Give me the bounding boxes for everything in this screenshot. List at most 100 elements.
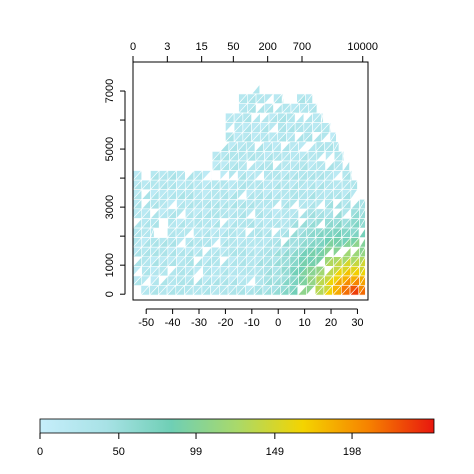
heatmap-cell-lower: [297, 208, 308, 219]
heatmap-cell-lower: [193, 255, 204, 267]
heatmap-cell-upper: [245, 208, 256, 220]
heatmap-cell-upper: [176, 208, 186, 220]
x-tick-label: 30: [351, 317, 363, 329]
heatmap-cell-lower: [280, 236, 291, 248]
heatmap-cell-lower: [303, 112, 313, 123]
x-axis: -50 -40 -30 -20 -10 0 10 20 30: [138, 308, 364, 329]
heatmap-cell-lower: [303, 131, 313, 143]
heatmap-cell-lower: [158, 275, 169, 286]
heatmap-cell-upper: [320, 131, 331, 143]
x-tick-label: -10: [244, 317, 260, 329]
y-axis: 0 1000 3000 5000 7000: [104, 79, 126, 297]
heatmap-cell-lower: [294, 131, 305, 143]
heatmap-cell-upper: [264, 93, 275, 105]
heatmap-cell-lower: [193, 246, 204, 258]
heatmap-cell-upper: [268, 122, 279, 134]
heatmap-cell-lower: [359, 236, 366, 248]
y-tick-label: 0: [104, 291, 116, 297]
heatmap-cell-upper: [341, 208, 352, 220]
heatmap-cell-lower: [342, 160, 350, 171]
heatmap-cell-lower: [141, 198, 151, 210]
heatmap-cell-upper: [306, 285, 316, 296]
heatmap-cell-lower: [272, 160, 283, 171]
heatmap-cell-lower: [324, 265, 334, 277]
heatmap-cell-lower: [294, 112, 305, 123]
x-tick-label: 0: [275, 317, 281, 329]
heatmap-cell-lower: [297, 217, 308, 229]
heatmap-cell-lower: [358, 227, 366, 238]
top-tick-label: 200: [258, 41, 276, 53]
heatmap-cell-upper: [219, 170, 230, 181]
x-tick-label: -40: [165, 317, 181, 329]
heatmap-cell-lower: [350, 246, 360, 258]
x-tick-label: 10: [299, 317, 311, 329]
x-tick-label: -30: [191, 317, 207, 329]
heatmap-cell-upper: [289, 198, 300, 210]
heatmap-cell-lower: [254, 141, 265, 152]
heatmap-cell-upper: [141, 275, 152, 287]
heatmap-cell-lower: [279, 227, 290, 238]
top-tick-label: 700: [293, 41, 311, 53]
heatmap-cell-upper: [184, 227, 195, 239]
x-tick-label: -50: [138, 317, 154, 329]
heatmap-cell-lower: [246, 160, 257, 171]
heatmap-cell-lower: [341, 246, 352, 258]
colorbar-tick-label: 0: [37, 446, 43, 458]
y-tick-label: 3000: [104, 195, 116, 219]
heatmap-cell-upper: [315, 198, 326, 210]
heatmap-cell-lower: [158, 265, 169, 277]
heatmap-cell-lower: [280, 141, 291, 152]
heatmap-cell-lower: [132, 217, 143, 229]
heatmap-cell-upper: [324, 246, 335, 258]
heatmap-cell-upper: [202, 170, 213, 181]
heatmap-cell-lower: [132, 255, 143, 267]
colorbar-tick-label: 149: [266, 446, 284, 458]
heatmap-cell-lower: [359, 217, 366, 229]
heatmap-cell-upper: [225, 122, 235, 134]
y-tick-label: 1000: [104, 253, 116, 277]
heatmap-cell-upper: [132, 266, 143, 277]
heatmap-cell-upper: [315, 218, 326, 229]
heatmap-cells: [132, 83, 366, 297]
heatmap-cell-lower: [332, 208, 343, 219]
heatmap-cell-lower: [193, 275, 204, 286]
top-tick-label: 50: [227, 41, 239, 53]
heatmap-cell-lower: [358, 284, 366, 296]
heatmap-cell-lower: [288, 227, 299, 238]
heatmap-cell-lower: [219, 217, 230, 229]
heatmap-cell-lower: [297, 284, 307, 296]
heatmap-cell-lower: [149, 208, 160, 219]
heatmap-cell-upper: [333, 170, 343, 181]
heatmap-cell-lower: [324, 160, 335, 171]
heatmap-cell-upper: [211, 237, 221, 248]
heatmap-cell-upper: [245, 275, 256, 287]
heatmap-cell-lower: [219, 141, 230, 152]
heatmap-cell-lower: [149, 217, 160, 229]
heatmap-cell-lower: [251, 83, 261, 95]
heatmap-cell-lower: [250, 112, 261, 123]
heatmap-cell-lower: [342, 151, 345, 162]
colorbar-tick-label: 99: [190, 446, 202, 458]
heatmap-cell-lower: [306, 141, 317, 152]
x-tick-label: 20: [325, 317, 337, 329]
heatmap-cell-upper: [237, 189, 247, 201]
colorbar-tick-label: 50: [113, 446, 125, 458]
heatmap-cell-lower: [332, 198, 343, 210]
heatmap-cell-lower: [271, 227, 281, 238]
top-tick-label: 15: [196, 41, 208, 53]
top-tick-label: 0: [130, 41, 136, 53]
heatmap-cell-upper: [254, 170, 265, 181]
heatmap-cell-lower: [219, 255, 230, 267]
heatmap-cell-lower: [350, 236, 360, 248]
x-tick-label: -20: [217, 317, 233, 329]
heatmap-cell-lower: [289, 217, 299, 229]
heatmap-cell-upper: [325, 151, 335, 162]
colorbar-gradient: [39, 418, 435, 434]
heatmap-cell-lower: [141, 188, 151, 200]
heatmap-cell-upper: [298, 141, 308, 153]
heatmap-cell-lower: [245, 227, 255, 238]
heatmap-cell-lower: [202, 246, 212, 258]
y-tick-label: 7000: [104, 79, 116, 103]
y-tick-label: 5000: [104, 137, 116, 161]
heatmap-cell-lower: [288, 284, 299, 296]
